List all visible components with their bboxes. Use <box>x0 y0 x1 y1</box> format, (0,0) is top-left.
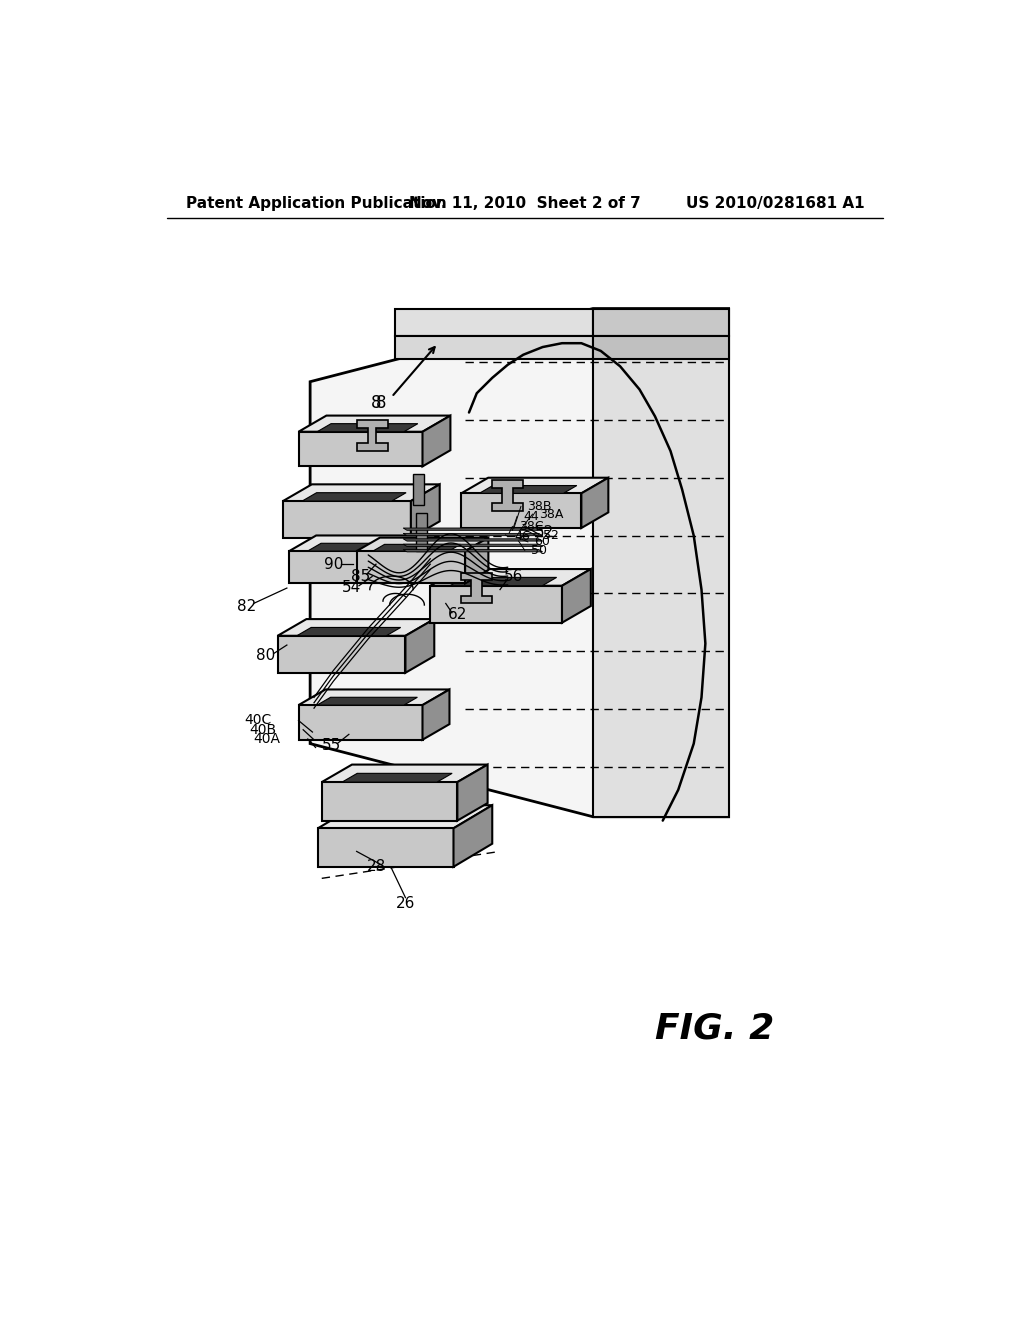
Polygon shape <box>283 502 411 539</box>
Polygon shape <box>461 478 608 494</box>
Polygon shape <box>322 781 458 821</box>
Polygon shape <box>356 552 465 583</box>
Polygon shape <box>403 544 543 546</box>
Text: 82: 82 <box>237 599 256 614</box>
Polygon shape <box>423 689 450 739</box>
Polygon shape <box>299 432 423 466</box>
Text: 28: 28 <box>367 859 386 874</box>
Polygon shape <box>322 764 487 781</box>
Text: 38B: 38B <box>527 500 552 513</box>
Polygon shape <box>403 539 543 541</box>
Polygon shape <box>289 552 412 583</box>
Polygon shape <box>450 577 557 586</box>
Polygon shape <box>479 486 577 494</box>
Text: Nov. 11, 2010  Sheet 2 of 7: Nov. 11, 2010 Sheet 2 of 7 <box>409 195 641 211</box>
Polygon shape <box>342 774 453 781</box>
Text: 38A: 38A <box>539 508 563 520</box>
Polygon shape <box>461 494 582 528</box>
Polygon shape <box>412 536 438 583</box>
Text: 38C: 38C <box>518 520 543 533</box>
Polygon shape <box>317 829 454 867</box>
Polygon shape <box>414 474 424 506</box>
Polygon shape <box>373 544 461 552</box>
Polygon shape <box>299 689 450 705</box>
Text: 44: 44 <box>523 510 539 523</box>
Polygon shape <box>465 537 488 583</box>
Text: 46: 46 <box>514 529 529 543</box>
Polygon shape <box>593 309 729 335</box>
Polygon shape <box>307 544 407 552</box>
Polygon shape <box>283 484 439 502</box>
Text: 54: 54 <box>342 579 360 595</box>
Text: 85: 85 <box>351 569 370 583</box>
Polygon shape <box>461 573 493 603</box>
Polygon shape <box>278 636 406 673</box>
Text: 52: 52 <box>543 529 558 543</box>
Polygon shape <box>593 309 729 817</box>
Polygon shape <box>317 424 418 432</box>
Polygon shape <box>493 480 523 511</box>
Polygon shape <box>423 416 451 466</box>
Text: 40A: 40A <box>254 733 281 746</box>
Polygon shape <box>317 805 493 829</box>
Text: 26: 26 <box>395 896 415 911</box>
Text: US 2010/0281681 A1: US 2010/0281681 A1 <box>686 195 864 211</box>
Polygon shape <box>582 478 608 528</box>
Text: 55: 55 <box>322 738 341 752</box>
Text: 80: 80 <box>256 648 275 663</box>
Polygon shape <box>299 705 423 739</box>
Polygon shape <box>430 586 562 623</box>
Polygon shape <box>403 549 543 552</box>
Polygon shape <box>417 512 427 552</box>
Polygon shape <box>310 309 729 817</box>
Text: 40C: 40C <box>244 714 271 727</box>
Text: 60: 60 <box>535 536 550 548</box>
Text: 50: 50 <box>531 544 547 557</box>
Polygon shape <box>406 619 434 673</box>
Polygon shape <box>411 484 439 539</box>
Polygon shape <box>562 569 591 623</box>
Polygon shape <box>458 764 487 821</box>
Polygon shape <box>278 619 434 636</box>
Text: 90: 90 <box>324 557 343 572</box>
Polygon shape <box>454 805 493 867</box>
Polygon shape <box>430 569 591 586</box>
Polygon shape <box>299 416 451 432</box>
Text: 52: 52 <box>536 525 555 540</box>
Text: 8: 8 <box>371 395 381 412</box>
Polygon shape <box>317 697 418 705</box>
Polygon shape <box>395 309 593 335</box>
Polygon shape <box>356 420 388 451</box>
Text: 40B: 40B <box>249 723 276 737</box>
Polygon shape <box>403 528 543 531</box>
Polygon shape <box>403 533 543 536</box>
Polygon shape <box>593 335 729 359</box>
Polygon shape <box>395 335 593 359</box>
Text: 56: 56 <box>504 569 523 583</box>
Text: 8: 8 <box>376 395 387 412</box>
Text: Patent Application Publication: Patent Application Publication <box>186 195 446 211</box>
Polygon shape <box>356 537 488 552</box>
Polygon shape <box>302 492 407 502</box>
Text: FIG. 2: FIG. 2 <box>655 1011 774 1045</box>
Polygon shape <box>289 536 438 552</box>
Polygon shape <box>297 627 400 636</box>
Text: 62: 62 <box>447 607 467 622</box>
